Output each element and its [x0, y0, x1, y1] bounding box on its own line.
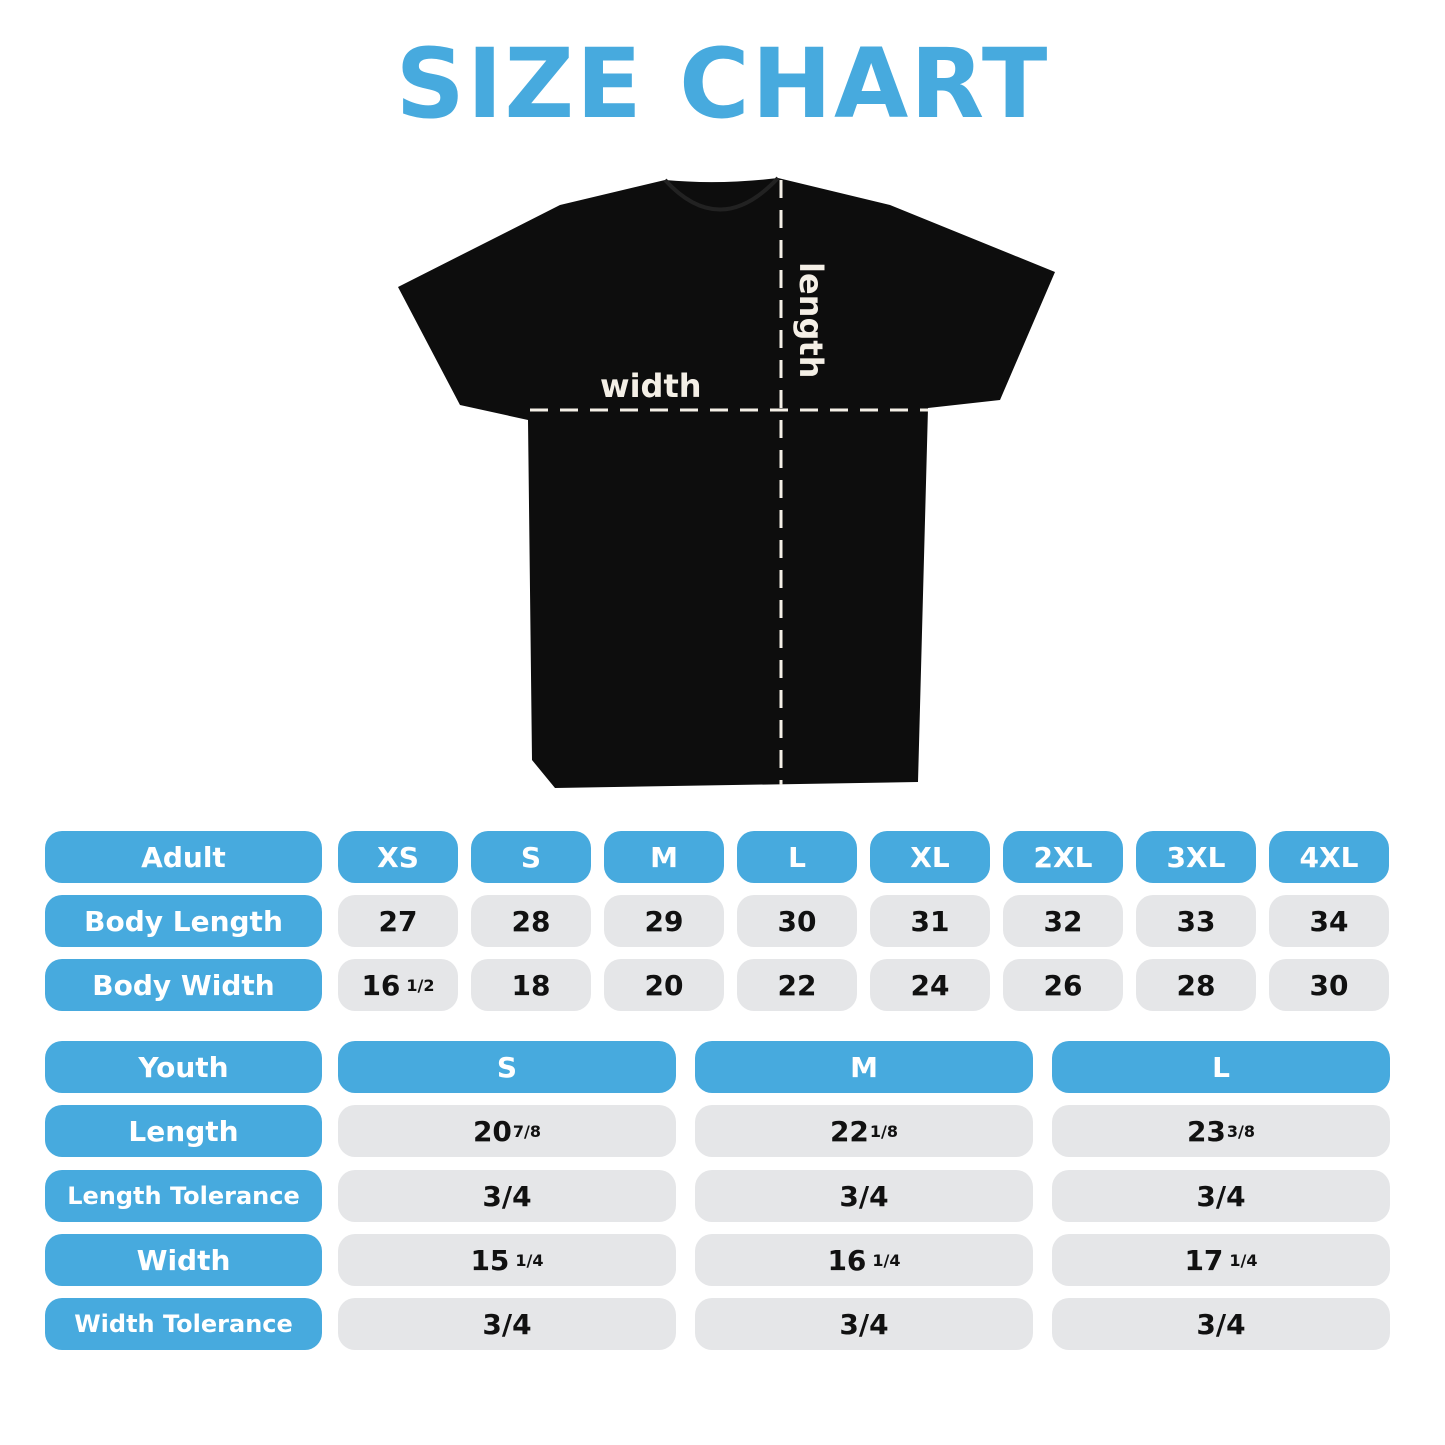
table-cell: 3/4 [338, 1298, 676, 1350]
width-label: width [600, 367, 702, 405]
value-whole: 3/4 [839, 1307, 889, 1341]
adult-header: Adult [45, 831, 322, 883]
table-cell: 26 [1003, 959, 1123, 1011]
table-cell: 30 [737, 895, 857, 947]
size-header-2xl: 2XL [1003, 831, 1123, 883]
table-cell: 17 1/4 [1052, 1234, 1390, 1286]
value-whole: 28 [1176, 968, 1216, 1002]
row-label: Body Length [45, 895, 322, 947]
value-whole: 20 [644, 968, 684, 1002]
value-whole: 33 [1176, 904, 1216, 938]
table-cell: 3/4 [695, 1298, 1033, 1350]
value-whole: 3/4 [482, 1179, 532, 1213]
table-cell: 15 1/4 [338, 1234, 676, 1286]
value-fraction: 1/4 [872, 1250, 901, 1270]
size-header-4xl: 4XL [1269, 831, 1389, 883]
table-cell: 20 [604, 959, 724, 1011]
value-whole: 15 [470, 1243, 510, 1277]
value-whole: 30 [1309, 968, 1349, 1002]
youth-size-header-m: M [695, 1041, 1033, 1093]
table-cell: 20 7/8 [338, 1105, 676, 1157]
table-cell: 27 [338, 895, 458, 947]
value-whole: 27 [378, 904, 418, 938]
value-fraction: 1/4 [1229, 1250, 1258, 1270]
tshirt-shape [398, 178, 1055, 788]
value-whole: 31 [910, 904, 950, 938]
value-whole: 34 [1309, 904, 1349, 938]
tshirt-illustration: width length [398, 176, 1055, 788]
size-header-xl: XL [870, 831, 990, 883]
value-whole: 30 [777, 904, 817, 938]
table-cell: 31 [870, 895, 990, 947]
table-cell: 33 [1136, 895, 1256, 947]
row-label: Width [45, 1234, 322, 1286]
value-whole: 22 [777, 968, 817, 1002]
value-whole: 26 [1043, 968, 1083, 1002]
value-whole: 3/4 [482, 1307, 532, 1341]
value-whole: 17 [1184, 1243, 1224, 1277]
table-cell: 16 1/2 [338, 959, 458, 1011]
size-header-3xl: 3XL [1136, 831, 1256, 883]
value-whole: 3/4 [1196, 1307, 1246, 1341]
size-header-s: S [471, 831, 591, 883]
value-whole: 16 [827, 1243, 867, 1277]
row-label: Body Width [45, 959, 322, 1011]
value-whole: 3/4 [839, 1179, 889, 1213]
page-title: SIZE CHART [395, 28, 1050, 140]
value-whole: 3/4 [1196, 1179, 1246, 1213]
table-cell: 32 [1003, 895, 1123, 947]
value-whole: 20 [472, 1114, 512, 1148]
row-label: Length [45, 1105, 322, 1157]
table-cell: 16 1/4 [695, 1234, 1033, 1286]
table-cell: 34 [1269, 895, 1389, 947]
table-cell: 28 [471, 895, 591, 947]
row-label: Length Tolerance [45, 1170, 322, 1222]
value-whole: 24 [910, 968, 950, 1002]
value-whole: 22 [829, 1114, 869, 1148]
table-cell: 28 [1136, 959, 1256, 1011]
value-fraction: 1/2 [406, 975, 435, 995]
length-label: length [792, 262, 830, 378]
youth-size-header-l: L [1052, 1041, 1390, 1093]
size-header-l: L [737, 831, 857, 883]
table-cell: 3/4 [695, 1170, 1033, 1222]
table-cell: 3/4 [1052, 1298, 1390, 1350]
youth-header: Youth [45, 1041, 322, 1093]
youth-size-header-s: S [338, 1041, 676, 1093]
size-header-m: M [604, 831, 724, 883]
table-cell: 3/4 [338, 1170, 676, 1222]
collar [663, 176, 780, 212]
value-whole: 18 [511, 968, 551, 1002]
value-whole: 29 [644, 904, 684, 938]
table-cell: 29 [604, 895, 724, 947]
table-cell: 24 [870, 959, 990, 1011]
value-whole: 23 [1186, 1114, 1226, 1148]
row-label: Width Tolerance [45, 1298, 322, 1350]
table-cell: 22 1/8 [695, 1105, 1033, 1157]
value-fraction: 1/4 [515, 1250, 544, 1270]
table-cell: 22 [737, 959, 857, 1011]
value-fraction: 1/8 [869, 1121, 899, 1141]
table-cell: 18 [471, 959, 591, 1011]
value-fraction: 3/8 [1226, 1121, 1256, 1141]
table-cell: 30 [1269, 959, 1389, 1011]
size-header-xs: XS [338, 831, 458, 883]
value-whole: 16 [361, 968, 401, 1002]
value-whole: 32 [1043, 904, 1083, 938]
value-fraction: 7/8 [512, 1121, 542, 1141]
table-cell: 23 3/8 [1052, 1105, 1390, 1157]
value-whole: 28 [511, 904, 551, 938]
table-cell: 3/4 [1052, 1170, 1390, 1222]
